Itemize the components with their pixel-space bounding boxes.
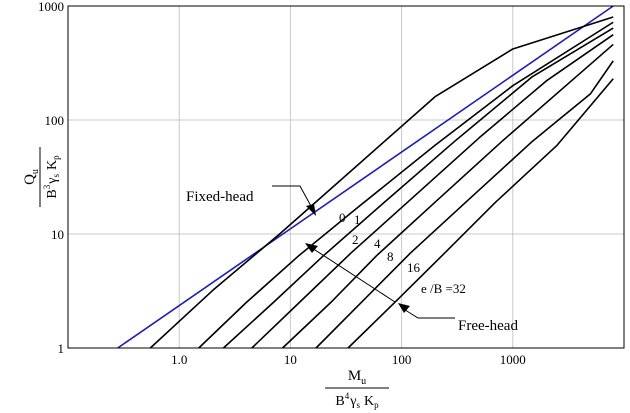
- series-line-3: [222, 27, 614, 349]
- series-line-1: [149, 16, 614, 349]
- x-label-numerator: M: [348, 368, 361, 384]
- x-tick-label: 1.0: [171, 352, 187, 367]
- free-head-leader: [401, 307, 455, 319]
- free-head-diagonal-arrow: [311, 247, 396, 303]
- svg-text:Mu: Mu: [348, 368, 366, 387]
- x-tick-label: 1000: [500, 352, 526, 367]
- series-line-0: [117, 5, 614, 349]
- curve-label: 16: [407, 260, 421, 275]
- x-tick-label: 100: [392, 352, 412, 367]
- grid-lines: [68, 6, 624, 348]
- series-line-4: [251, 34, 614, 349]
- y-label-numerator: Q: [22, 174, 38, 185]
- y-axis-label: Qu B3γsKp: [22, 147, 61, 207]
- y-tick-label: 100: [45, 113, 65, 128]
- curve-label: e /B =32: [421, 281, 466, 296]
- series-line-7: [347, 78, 614, 349]
- free-head-arrowhead-upper: [305, 243, 318, 253]
- x-label-numerator-sub: u: [361, 376, 366, 387]
- curve-label: 0: [339, 210, 346, 225]
- y-label-numerator-sub: u: [30, 169, 41, 174]
- free-head-label: Free-head: [458, 318, 518, 334]
- fixed-head-annotation: Fixed-head: [186, 185, 316, 216]
- free-head-arrowhead-lower: [398, 303, 410, 313]
- series-line-2: [198, 21, 614, 349]
- plot-background: [68, 6, 624, 348]
- y-tick-label: 10: [51, 227, 64, 242]
- curve-labels: 0 1 2 48 16e /B =32: [339, 210, 466, 296]
- fixed-head-arrowhead: [306, 204, 316, 216]
- x-axis-label: Mu B4γs Kp: [325, 368, 389, 410]
- free-head-annotation: Free-head: [305, 243, 518, 334]
- series-line-6: [315, 60, 614, 349]
- svg-text:Qu: Qu: [22, 169, 41, 185]
- series-line-5: [282, 43, 614, 349]
- svg-text:B3γsKp: B3γsKp: [42, 155, 61, 199]
- series-lines: [117, 5, 614, 349]
- curve-label: 8: [387, 249, 394, 264]
- y-tick-label: 1: [58, 341, 65, 356]
- curve-label: 4: [374, 236, 381, 251]
- fixed-head-leader: [272, 185, 313, 209]
- curve-label: 2: [352, 232, 359, 247]
- x-tick-label: 10: [284, 352, 297, 367]
- fixed-head-label: Fixed-head: [186, 189, 254, 205]
- curve-label: 1: [354, 212, 361, 227]
- plot-frame: [67, 5, 625, 349]
- y-tick-label: 1000: [38, 0, 64, 14]
